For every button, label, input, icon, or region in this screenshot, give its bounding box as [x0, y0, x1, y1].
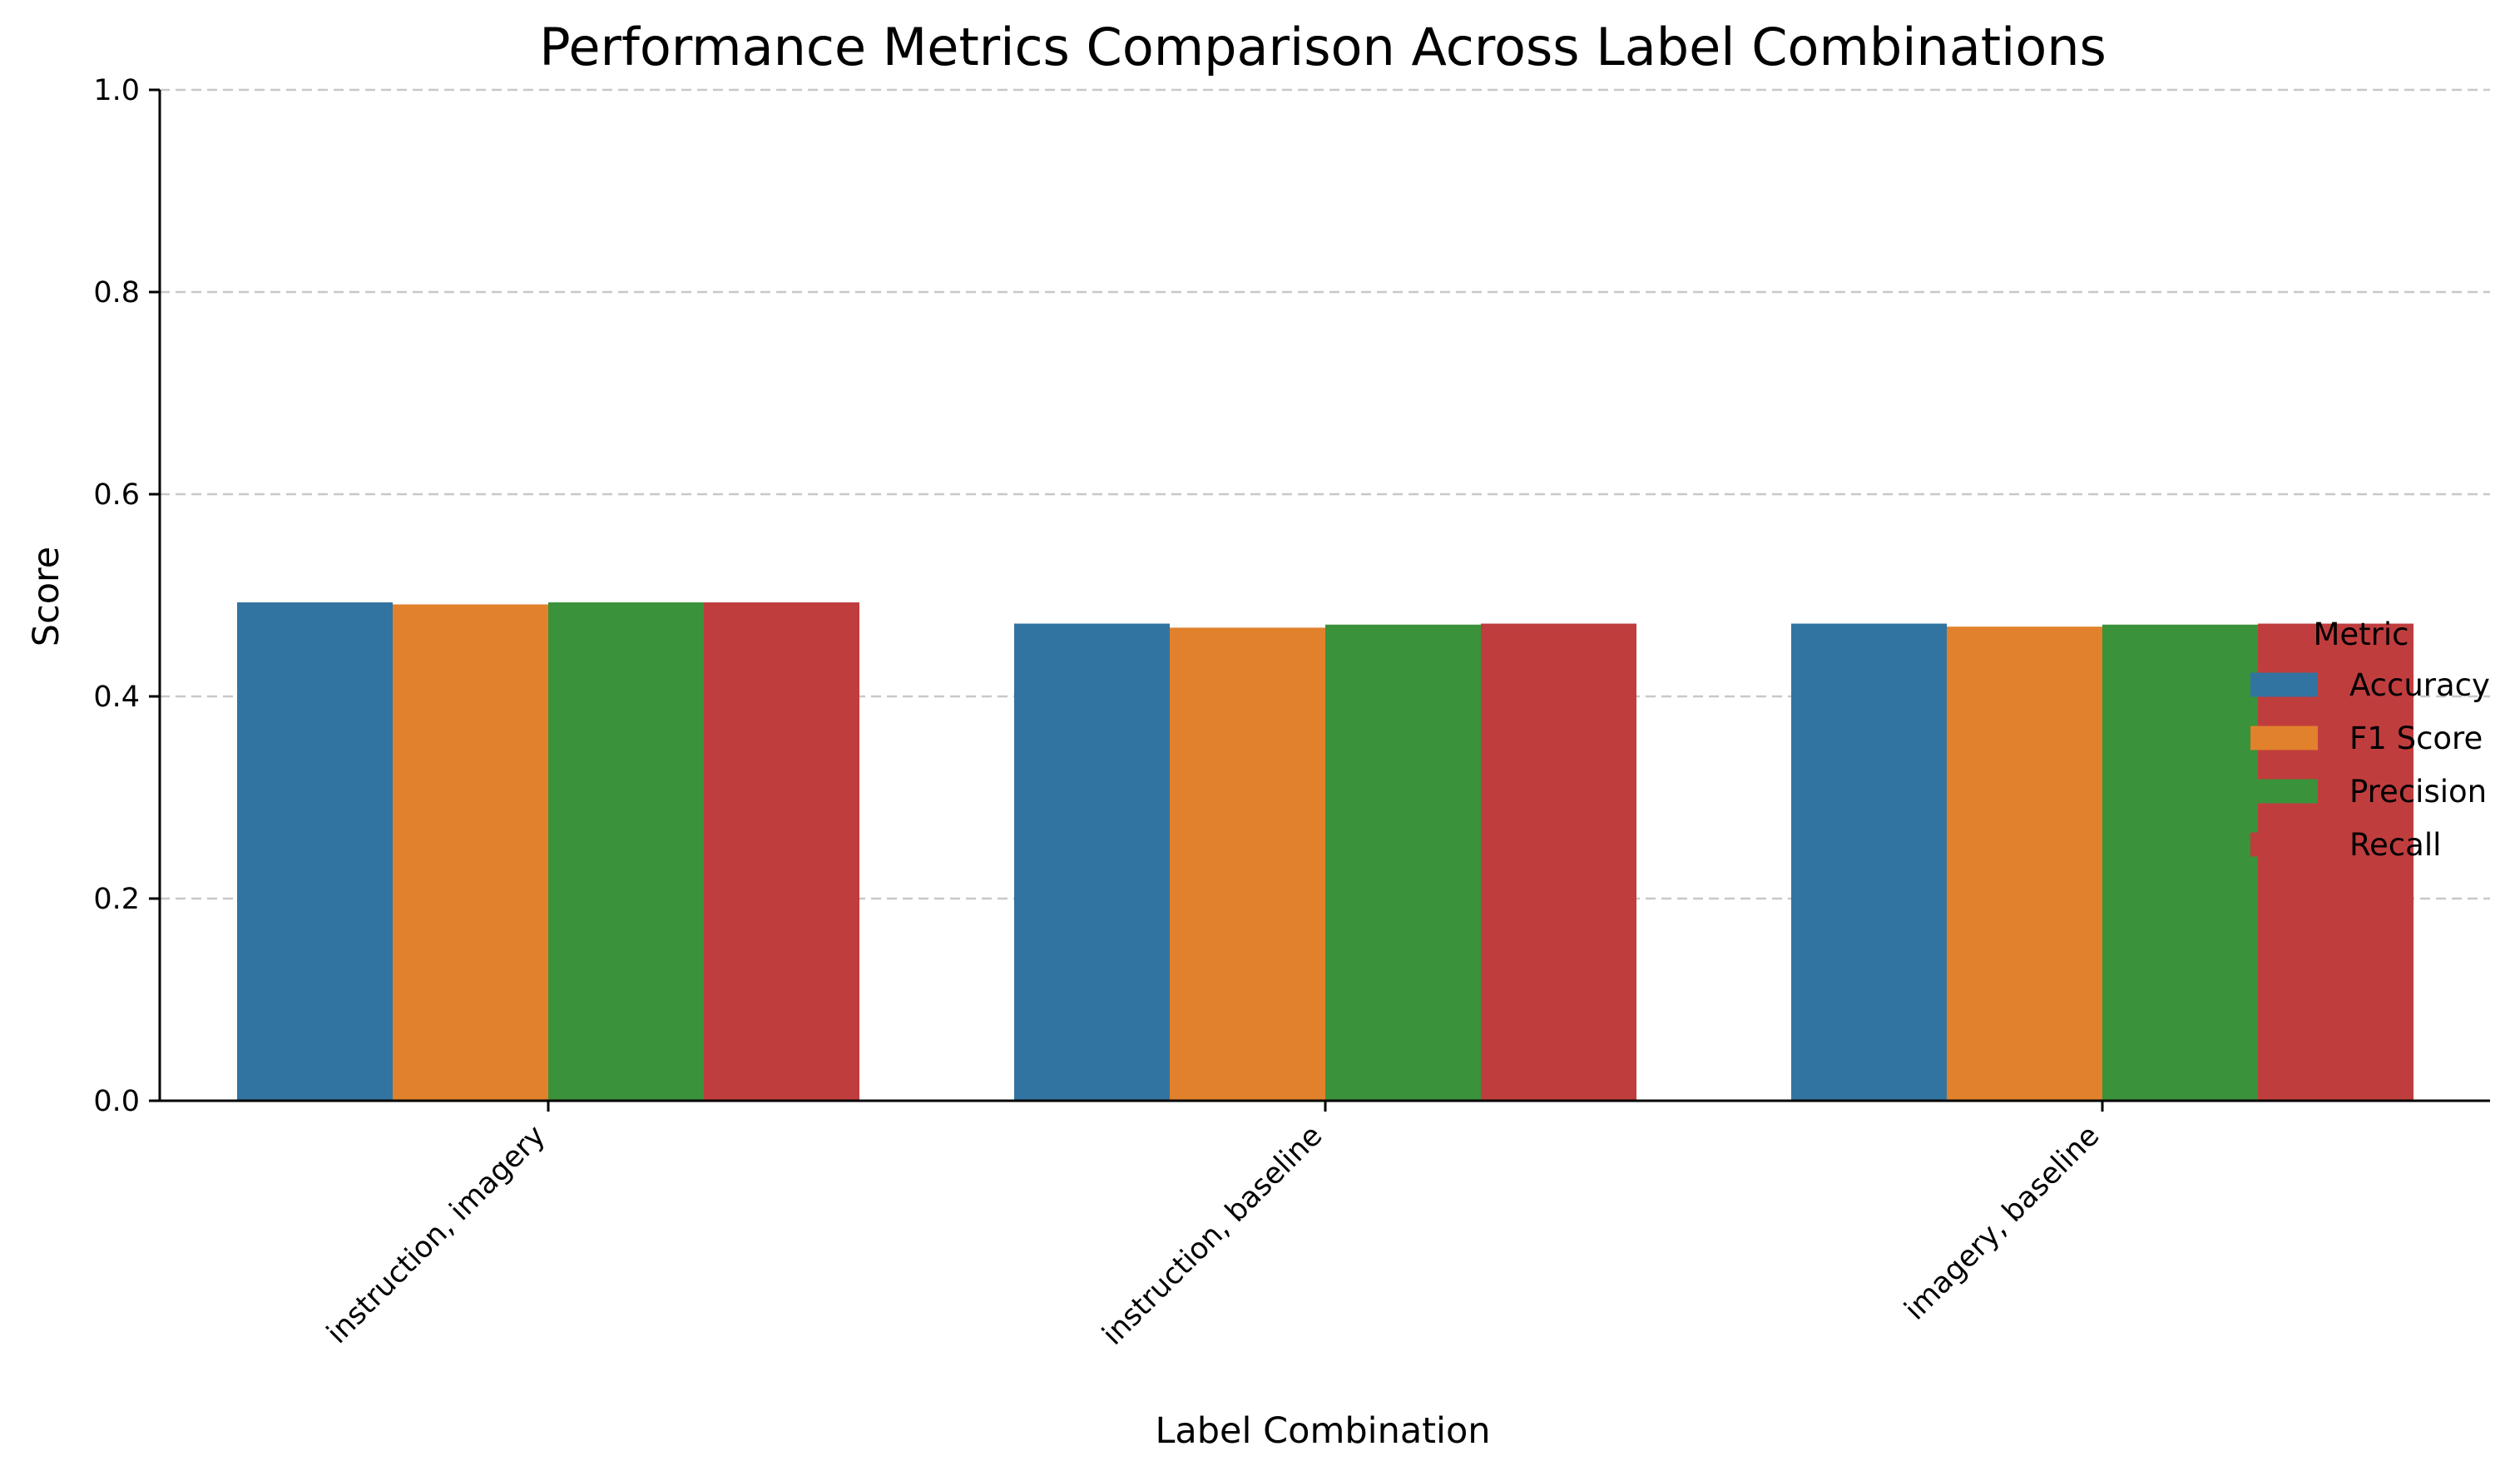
x-tick-label: imagery, baseline: [1899, 1119, 2107, 1327]
bar-recall-1: [704, 602, 859, 1101]
legend-swatch: [2250, 832, 2318, 857]
bar-accuracy-3: [1791, 623, 1947, 1101]
legend: Metric Accuracy F1 Score Precision Recall: [2250, 617, 2490, 863]
y-tick-label: 0.4: [93, 681, 140, 714]
bar-recall-3: [2258, 623, 2414, 1101]
x-axis-label: Label Combination: [1155, 1410, 1490, 1452]
legend-swatch: [2250, 672, 2318, 697]
y-axis-label: Score: [26, 547, 67, 646]
bar-f1-score-1: [393, 604, 548, 1101]
legend-title: Metric: [2313, 617, 2409, 652]
y-tick-label: 0.8: [93, 276, 140, 310]
bar-precision-1: [548, 602, 704, 1101]
legend-swatch: [2250, 726, 2318, 750]
bar-f1-score-3: [1947, 627, 2102, 1101]
bar-accuracy-1: [237, 602, 393, 1101]
x-tick-label: instruction, baseline: [1097, 1119, 1329, 1352]
x-tick-label: instruction, imagery: [320, 1119, 552, 1350]
y-tick-label: 0.2: [93, 883, 140, 916]
y-tick-label: 0.0: [93, 1085, 140, 1118]
y-ticks: 0.0 0.2 0.4 0.6 0.8 1.0: [93, 74, 160, 1118]
y-tick-label: 1.0: [93, 74, 140, 107]
x-ticks: instruction, imagery instruction, baselin…: [320, 1101, 2106, 1352]
legend-label: Precision: [2349, 774, 2487, 810]
chart-title: Performance Metrics Comparison Across La…: [539, 17, 2107, 77]
bar-precision-3: [2102, 624, 2258, 1101]
bar-precision-2: [1325, 624, 1481, 1101]
legend-label: Accuracy: [2349, 667, 2490, 703]
legend-label: Recall: [2349, 827, 2441, 863]
bars: [237, 602, 2414, 1101]
bar-accuracy-2: [1014, 623, 1170, 1101]
y-tick-label: 0.6: [93, 478, 140, 512]
bar-recall-2: [1481, 623, 1636, 1101]
legend-swatch: [2250, 779, 2318, 804]
bar-f1-score-2: [1170, 627, 1325, 1101]
legend-label: F1 Score: [2349, 721, 2483, 756]
